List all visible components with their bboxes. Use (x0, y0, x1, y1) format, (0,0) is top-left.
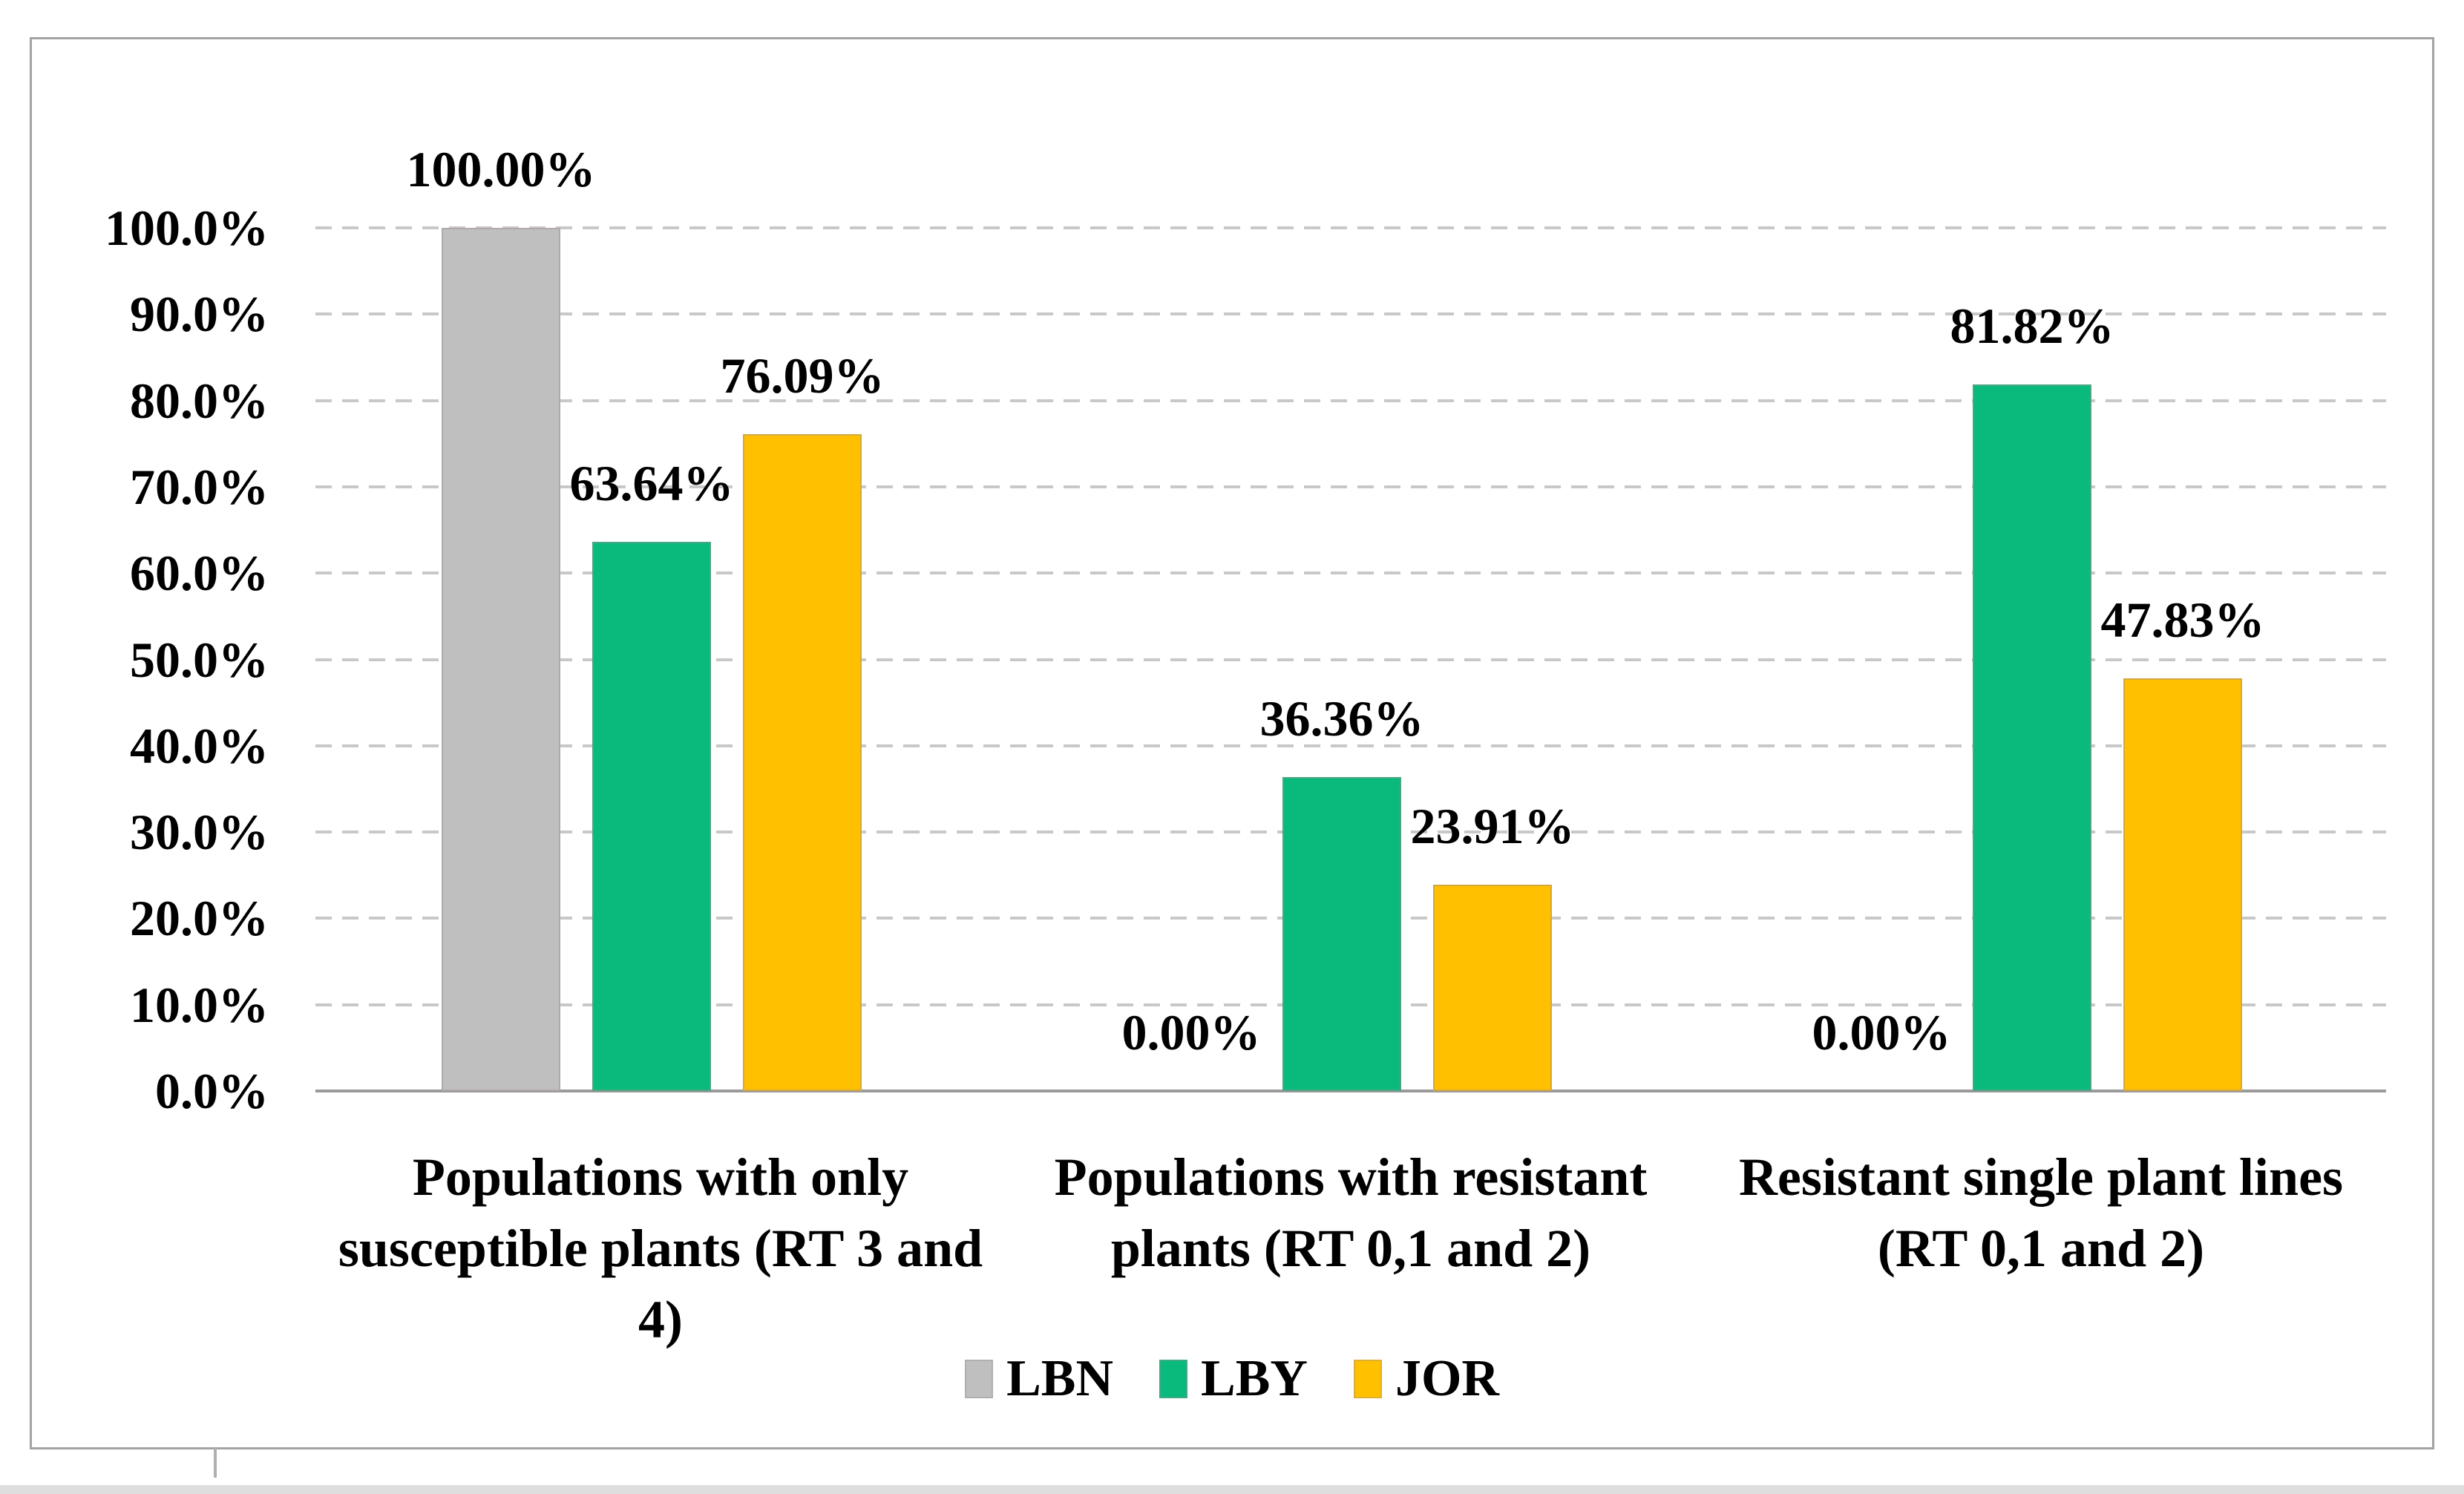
bar-value-label: 63.64% (569, 455, 734, 511)
bar-value-label: 47.83% (2100, 592, 2265, 648)
bar-lby-group3 (1973, 384, 2091, 1091)
legend-label: JOR (1395, 1350, 1499, 1407)
bar-lbn-group1 (442, 228, 560, 1091)
y-axis-tick-label: 20.0% (130, 890, 269, 946)
x-axis-line (315, 1090, 2386, 1092)
category-label: Populations with resistant plants (RT 0,… (1054, 1147, 1648, 1278)
y-axis-tick-label: 60.0% (130, 545, 269, 601)
bar-value-label: 100.00% (406, 141, 596, 197)
gridline (315, 658, 2386, 661)
legend-label: LBN (1006, 1350, 1113, 1407)
y-axis-tick-label: 70.0% (130, 459, 269, 515)
bar-lby-group2 (1282, 777, 1401, 1091)
category-label: Resistant single plant lines (RT 0,1 and… (1738, 1147, 2344, 1278)
legend-item-lby: LBY (1159, 1353, 1308, 1405)
bar-jor-group2 (1433, 885, 1552, 1091)
legend-swatch-lby (1159, 1360, 1187, 1398)
bar-value-label: 81.82% (1950, 298, 2114, 354)
legend-swatch-lbn (965, 1360, 994, 1398)
legend: LBN LBY JOR (0, 1345, 2464, 1413)
y-axis-tick-label: 90.0% (130, 286, 269, 342)
gridline (315, 226, 2386, 229)
bar-jor-group3 (2123, 678, 2242, 1091)
legend-item-lbn: LBN (965, 1353, 1113, 1405)
y-axis-tick-label: 30.0% (130, 804, 269, 860)
bar-lby-group1 (592, 542, 711, 1091)
page-bottom-strip (0, 1485, 2464, 1494)
legend-swatch-jor (1353, 1360, 1382, 1398)
legend-item-jor: JOR (1353, 1350, 1499, 1407)
bar-value-label: 36.36% (1259, 690, 1424, 747)
bar-value-label: 0.00% (1121, 1004, 1261, 1061)
gridline (315, 485, 2386, 488)
bar-value-label: 76.09% (720, 347, 885, 404)
y-axis-tick-label: 0.0% (155, 1063, 269, 1119)
y-axis-tick-label: 50.0% (130, 632, 269, 688)
y-axis-tick-label: 40.0% (130, 718, 269, 774)
bar-value-label: 0.00% (1812, 1004, 1951, 1061)
category-label: Populations with only susceptible plants… (338, 1147, 983, 1349)
gridline (315, 312, 2386, 315)
legend-label: LBY (1201, 1350, 1308, 1407)
y-axis-tick-label: 80.0% (130, 373, 269, 429)
bar-value-label: 23.91% (1410, 798, 1575, 854)
bar-jor-group1 (743, 434, 862, 1091)
gridline (315, 571, 2386, 574)
y-axis-tick-label: 10.0% (130, 977, 269, 1033)
y-axis-tick-label: 100.0% (105, 200, 269, 256)
page-edge-artifact-tick (214, 1448, 217, 1478)
gridline (315, 399, 2386, 402)
gridline (315, 744, 2386, 747)
